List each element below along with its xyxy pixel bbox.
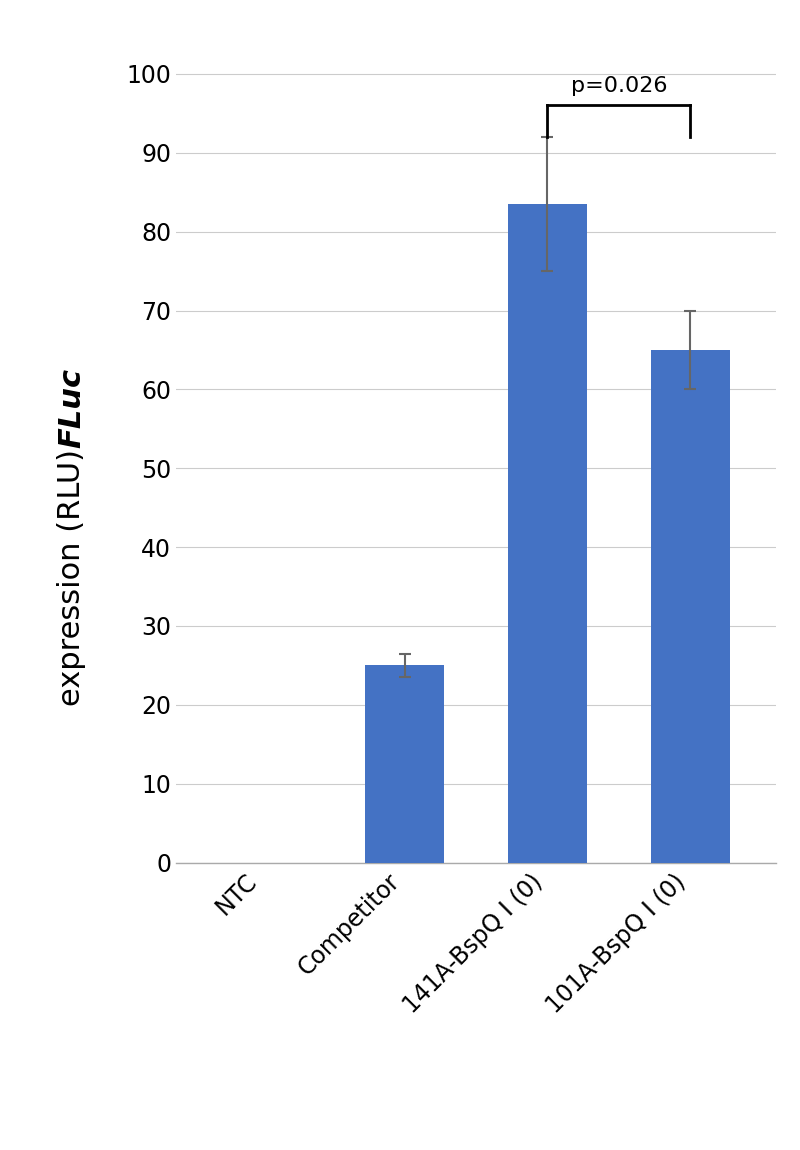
Text: expression (RLU): expression (RLU) (58, 448, 86, 705)
Text: p=0.026: p=0.026 (570, 76, 667, 95)
Bar (508, 204, 586, 862)
Bar (651, 350, 730, 862)
Bar (366, 666, 444, 862)
Text: FLuc: FLuc (58, 368, 86, 448)
